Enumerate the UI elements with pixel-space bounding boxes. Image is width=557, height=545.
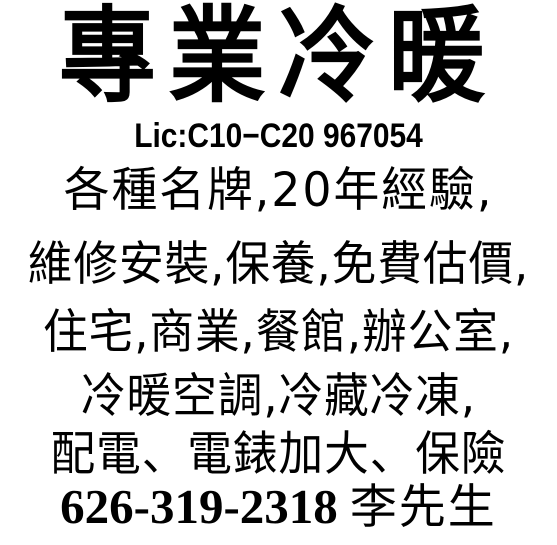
ad-text-line-4: 冷暖空調,冷藏冷凍, [80,369,477,424]
ad-text-line-5: 配電、電錶加大、保險 [50,427,507,482]
ad-text-line-1: 各種名牌,20年經驗, [63,163,494,218]
contact-line: 626-319-2318 李先生 [0,482,557,531]
contact-name: 李先生 [349,480,497,535]
ad-text-line-2: 維修安裝,保養,免費估價, [27,237,530,292]
phone-number: 626-319-2318 [60,479,338,534]
ad-title: 專業冷暖 [59,0,498,117]
license-number: Lic:C10−C20 967054 [134,117,423,155]
ad-text-line-3: 住宅,商業,餐館,辦公室, [43,305,514,360]
